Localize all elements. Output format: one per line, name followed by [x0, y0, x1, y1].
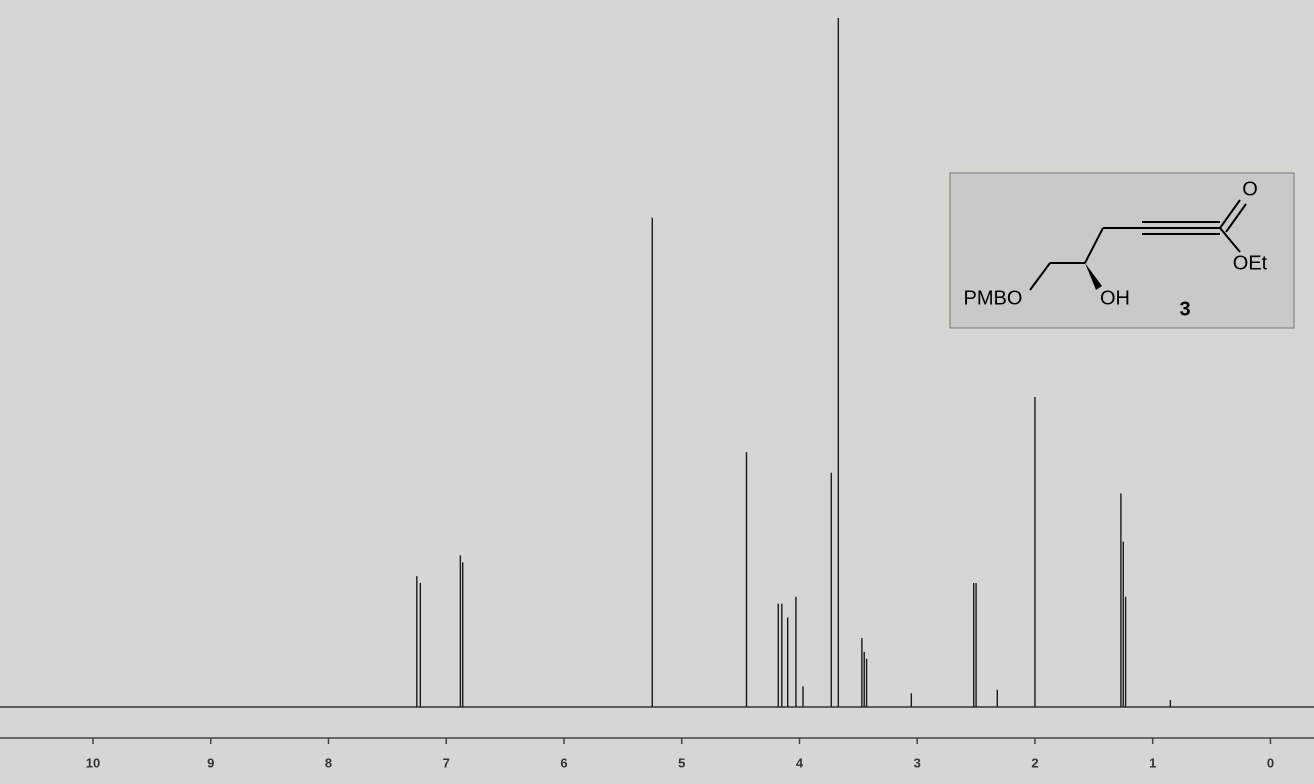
structure-label: OEt	[1233, 252, 1268, 274]
x-tick-label: 9	[207, 755, 214, 770]
x-tick-label: 1	[1149, 755, 1156, 770]
x-tick-label: 6	[560, 755, 567, 770]
structure-inset: O OEt PMBO OH 3	[949, 172, 1295, 329]
x-tick-label: 3	[914, 755, 921, 770]
x-tick-label: 10	[86, 755, 100, 770]
wedge-bond	[1085, 263, 1102, 290]
structure-label: OH	[1100, 287, 1130, 309]
inset-box	[949, 172, 1295, 329]
x-tick-label: 0	[1267, 755, 1274, 770]
structure-bonds	[1029, 199, 1247, 291]
structure-label: O	[1242, 178, 1258, 200]
x-tick-label: 4	[796, 755, 804, 770]
x-tick-label: 7	[443, 755, 450, 770]
structure-label: PMBO	[964, 287, 1023, 309]
x-tick-label: 2	[1031, 755, 1038, 770]
compound-number: 3	[1179, 298, 1190, 320]
x-tick-label: 5	[678, 755, 685, 770]
x-tick-label: 8	[325, 755, 332, 770]
